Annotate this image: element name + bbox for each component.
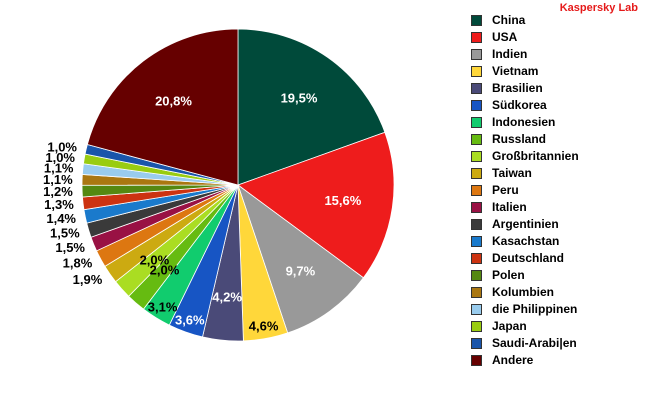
legend-item-indonesien: Indonesien: [471, 114, 641, 131]
legend-item-indien: Indien: [471, 46, 641, 63]
slice-label-kasachstan: 1,4%: [46, 211, 76, 226]
slice-label-indien: 9,7%: [286, 263, 316, 278]
legend-label: Südkorea: [492, 98, 547, 112]
legend-item-brasilien: Brasilien: [471, 80, 641, 97]
brand-label: Kaspersky Lab: [559, 2, 638, 14]
legend-swatch: [471, 66, 482, 77]
legend-item-china: China: [471, 12, 641, 29]
legend-item-vietnam: Vietnam: [471, 63, 641, 80]
slice-label-peru: 1,8%: [63, 256, 93, 271]
legend-swatch: [471, 338, 482, 349]
slice-label-deutschland: 1,3%: [44, 197, 74, 212]
legend-label: Kasachstan: [492, 234, 560, 248]
legend-swatch: [471, 219, 482, 230]
legend-swatch: [471, 202, 482, 213]
legend-swatch: [471, 321, 482, 332]
legend-swatch: [471, 49, 482, 60]
slice-label-brasilien: 4,2%: [212, 289, 242, 304]
legend-label: Großbritannien: [492, 149, 579, 163]
legend-label: USA: [492, 30, 518, 44]
legend-item-die-philippinen: die Philippinen: [471, 301, 641, 318]
legend-label: Polen: [492, 268, 525, 282]
legend-item-polen: Polen: [471, 267, 641, 284]
legend-item-grossbritannien: Großbritannien: [471, 148, 641, 165]
legend-label: Deutschland: [492, 251, 565, 265]
slice-label-usa: 15,6%: [324, 193, 361, 208]
legend-swatch: [471, 100, 482, 111]
slice-label-grossbritannien: 2,0%: [140, 253, 170, 268]
slice-label-polen: 1,2%: [43, 184, 73, 199]
legend-item-deutschland: Deutschland: [471, 250, 641, 267]
slice-label-saudi-arabi-en: 1,0%: [47, 140, 77, 155]
legend-item-sudkorea: Südkorea: [471, 97, 641, 114]
legend-swatch: [471, 236, 482, 247]
legend-item-saudi-arabi-en: Saudi-Arabi|en: [471, 335, 641, 352]
legend-swatch: [471, 117, 482, 128]
legend-label: Vietnam: [492, 64, 539, 78]
slice-label-indonesien: 3,1%: [148, 300, 178, 315]
slice-label-taiwan: 1,9%: [73, 272, 103, 287]
legend-label: Andere: [492, 353, 534, 367]
legend-item-russland: Russland: [471, 131, 641, 148]
legend-item-andere: Andere: [471, 352, 641, 369]
slice-label-italien: 1,5%: [55, 240, 85, 255]
slice-label-argentinien: 1,5%: [50, 225, 80, 240]
legend-swatch: [471, 304, 482, 315]
legend-label: Kolumbien: [492, 285, 554, 299]
legend-label: Indien: [492, 47, 528, 61]
legend-item-kasachstan: Kasachstan: [471, 233, 641, 250]
legend-swatch: [471, 83, 482, 94]
slice-label-japan: 1,0%: [45, 150, 75, 165]
legend-swatch: [471, 32, 482, 43]
slice-label-die-philippinen: 1,1%: [44, 161, 74, 176]
slice-label-sudkorea: 3,6%: [175, 313, 205, 328]
legend-swatch: [471, 134, 482, 145]
slice-label-russland: 2,0%: [150, 262, 180, 277]
legend-item-argentinien: Argentinien: [471, 216, 641, 233]
legend-swatch: [471, 287, 482, 298]
slice-label-kolumbien: 1,1%: [43, 172, 73, 187]
legend-item-italien: Italien: [471, 199, 641, 216]
legend-label: Russland: [492, 132, 547, 146]
pie-slice-china: [237, 28, 386, 186]
legend-label: China: [492, 13, 526, 27]
slice-label-andere: 20,8%: [155, 93, 192, 108]
legend: China USA Indien Vietnam Brasilien Südkorea In…: [471, 12, 641, 369]
legend-swatch: [471, 270, 482, 281]
legend-item-usa: USA: [471, 29, 641, 46]
legend-label: Saudi-Arabi|en: [492, 336, 577, 350]
pie-slice-indien: [237, 183, 364, 334]
pie-slice-usa: [237, 131, 395, 279]
slice-label-china: 19,5%: [281, 91, 318, 106]
legend-label: Taiwan: [492, 166, 532, 180]
legend-label: die Philippinen: [492, 302, 578, 316]
legend-item-kolumbien: Kolumbien: [471, 284, 641, 301]
legend-label: Peru: [492, 183, 519, 197]
pie-slice-andere: [86, 28, 239, 186]
legend-item-peru: Peru: [471, 182, 641, 199]
legend-label: Indonesien: [492, 115, 556, 129]
legend-swatch: [471, 253, 482, 264]
legend-label: Italien: [492, 200, 527, 214]
legend-swatch: [471, 355, 482, 366]
legend-label: Argentinien: [492, 217, 559, 231]
legend-swatch: [471, 185, 482, 196]
legend-swatch: [471, 151, 482, 162]
legend-item-taiwan: Taiwan: [471, 165, 641, 182]
legend-swatch: [471, 168, 482, 179]
legend-label: Japan: [492, 319, 527, 333]
legend-label: Brasilien: [492, 81, 543, 95]
slice-label-vietnam: 4,6%: [249, 319, 279, 334]
legend-item-japan: Japan: [471, 318, 641, 335]
legend-swatch: [471, 15, 482, 26]
